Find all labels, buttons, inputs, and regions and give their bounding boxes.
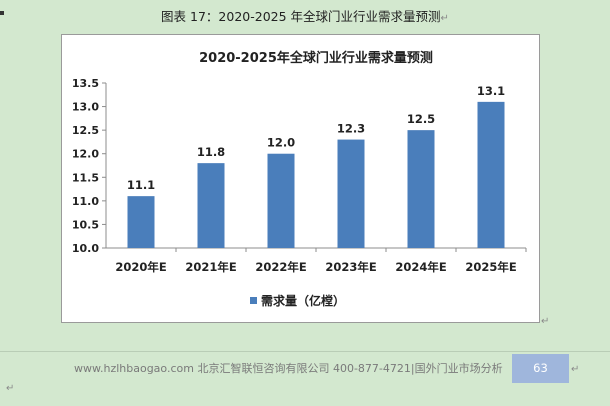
chart-frame: 2020-2025年全球门业行业需求量预测 10.0 10.5 11.0 11.5 12.… <box>61 34 540 323</box>
y-tick-label: 13.0 <box>72 101 99 114</box>
y-tick-label: 12.0 <box>72 148 99 161</box>
bar <box>337 139 365 248</box>
figure-caption: 图表 17：2020-2025 年全球门业行业需求量预测↵ <box>0 6 610 25</box>
bar <box>127 196 155 248</box>
bar <box>197 163 225 248</box>
legend-swatch <box>250 297 257 304</box>
bar <box>477 101 505 248</box>
y-tick-label: 11.0 <box>72 195 99 208</box>
y-tick-label: 10.5 <box>72 218 99 231</box>
data-label: 13.1 <box>477 84 505 98</box>
data-label: 12.0 <box>267 136 295 150</box>
y-tick-label: 10.0 <box>72 242 99 255</box>
x-tick-label: 2025年E <box>465 260 517 274</box>
y-tick-label: 11.5 <box>72 171 99 184</box>
x-tick-label: 2023年E <box>325 260 377 274</box>
footer-divider <box>0 351 610 352</box>
caption-text: 图表 17：2020-2025 年全球门业行业需求量预测 <box>161 9 441 24</box>
paragraph-mark: ↵ <box>541 316 550 327</box>
bar <box>267 153 295 248</box>
bar <box>407 130 435 248</box>
x-tick-label: 2024年E <box>395 260 447 274</box>
y-tick-label: 12.5 <box>72 124 99 137</box>
data-label: 12.5 <box>407 112 435 126</box>
y-tick-label: 13.5 <box>72 77 99 90</box>
x-tick-label: 2022年E <box>255 260 307 274</box>
footer-text: www.hzlhbaogao.com 北京汇智联恒咨询有限公司 400-877-… <box>74 362 503 375</box>
paragraph-mark: ↵ <box>571 364 580 375</box>
data-label: 11.1 <box>127 178 155 192</box>
bar-chart: 2020-2025年全球门业行业需求量预测 10.0 10.5 11.0 11.5 12.… <box>72 50 527 308</box>
paragraph-mark: ↵ <box>6 383 15 394</box>
x-tick-label: 2021年E <box>185 260 237 274</box>
data-label: 11.8 <box>197 145 225 159</box>
x-tick-label: 2020年E <box>115 260 167 274</box>
page-number: 63 <box>512 354 569 383</box>
corner-crop-mark <box>0 11 4 15</box>
paragraph-mark: ↵ <box>440 13 449 24</box>
legend-label: 需求量（亿樘） <box>261 293 345 308</box>
data-label: 12.3 <box>337 122 365 136</box>
chart-title: 2020-2025年全球门业行业需求量预测 <box>199 50 433 66</box>
